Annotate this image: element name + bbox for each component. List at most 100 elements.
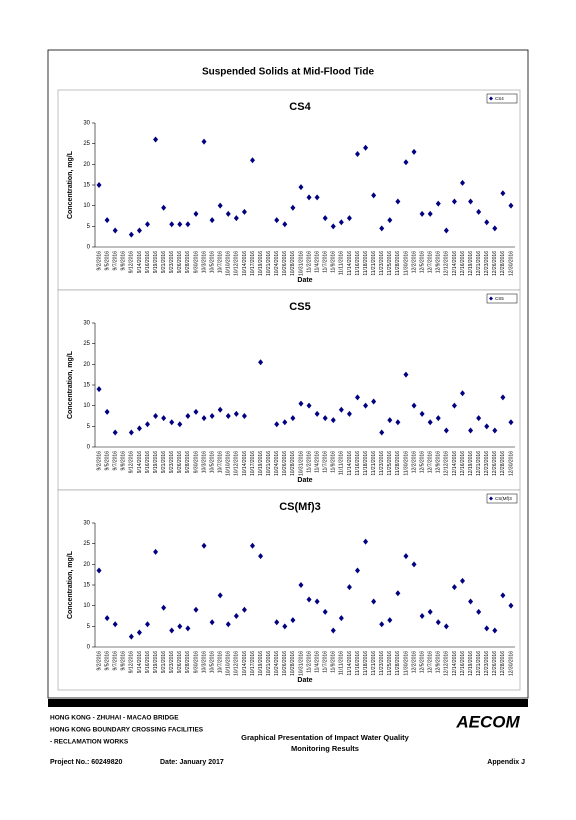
data-point: [250, 542, 255, 549]
legend-label: CS5: [495, 296, 504, 301]
x-tick-label: 9/30/2016: [193, 651, 199, 673]
data-point: [104, 408, 110, 415]
data-point: [484, 625, 490, 632]
x-axis-label: Date: [297, 477, 312, 484]
x-tick-label: 9/5/2016: [104, 651, 110, 671]
x-tick-label: 9/30/2016: [193, 451, 199, 473]
x-tick-label: 10/5/2016: [209, 251, 215, 273]
project-line: HONG KONG BOUNDARY CROSSING FACILITIES: [50, 727, 204, 734]
x-tick-label: 11/7/2016: [323, 451, 329, 473]
x-tick-label: 10/14/2016: [242, 251, 248, 276]
data-point: [193, 606, 199, 613]
x-tick-label: 10/12/2016: [234, 451, 240, 476]
data-point: [209, 413, 215, 419]
data-point: [379, 621, 385, 628]
data-point: [427, 210, 433, 217]
y-tick-label: 25: [83, 341, 90, 347]
data-point: [112, 429, 118, 436]
y-tick-label: 5: [87, 624, 91, 630]
data-point: [104, 217, 110, 224]
legend-label: CS(Mf)3: [495, 496, 512, 501]
y-tick-label: 10: [83, 203, 90, 209]
x-tick-label: 9/5/2016: [104, 251, 110, 271]
data-point: [363, 538, 369, 545]
legend-marker: [489, 96, 493, 101]
data-point: [338, 219, 344, 226]
x-tick-label: 10/17/2016: [250, 251, 256, 276]
chart: CS(Mf)3 0 5 10 15 20 25 30 9/2/2016 9/5/2016 9/7/2…: [57, 489, 521, 691]
data-point: [395, 419, 401, 426]
x-tick-label: 10/19/2016: [258, 651, 264, 676]
x-tick-label: 11/18/2016: [363, 451, 369, 476]
data-point: [298, 582, 304, 588]
x-tick-label: 10/17/2016: [250, 651, 256, 676]
data-point: [371, 598, 377, 605]
data-point: [484, 219, 490, 226]
data-point: [104, 615, 110, 622]
y-axis-label: Concentration, mg/L: [67, 350, 74, 419]
legend-label: CS4: [495, 96, 504, 101]
data-point: [169, 221, 175, 228]
y-tick-label: 20: [83, 362, 90, 368]
data-point: [298, 184, 304, 191]
x-tick-label: 11/21/2016: [371, 251, 377, 276]
data-point: [233, 410, 239, 417]
x-tick-label: 10/17/2016: [250, 451, 256, 476]
data-point: [306, 194, 312, 201]
x-tick-label: 12/28/2016: [500, 451, 506, 476]
x-tick-label: 9/23/2016: [169, 651, 175, 673]
y-tick-label: 20: [83, 562, 90, 568]
x-tick-label: 11/7/2016: [323, 251, 329, 273]
x-tick-label: 12/9/2016: [436, 651, 442, 673]
x-tick-label: 12/30/2016: [508, 451, 514, 476]
y-tick-label: 25: [83, 141, 90, 147]
data-point: [443, 427, 449, 434]
x-tick-label: 10/31/2016: [298, 251, 304, 276]
data-point: [427, 608, 433, 615]
page-title: Suspended Solids at Mid-Flood Tide: [202, 67, 374, 78]
data-point: [411, 148, 417, 155]
x-tick-label: 11/4/2016: [314, 651, 320, 673]
x-tick-label: 11/28/2016: [395, 251, 401, 276]
x-tick-label: 11/16/2016: [355, 451, 361, 476]
y-tick-label: 30: [83, 321, 90, 327]
data-point: [241, 606, 247, 613]
x-tick-label: 12/16/2016: [460, 651, 466, 676]
x-tick-label: 9/28/2016: [185, 651, 191, 673]
x-tick-label: 11/21/2016: [371, 451, 377, 476]
y-tick-label: 0: [87, 445, 91, 451]
data-point: [451, 584, 457, 591]
data-point: [306, 402, 312, 409]
legend-box: [486, 293, 518, 304]
x-tick-label: 10/24/2016: [274, 651, 280, 676]
data-point: [290, 204, 296, 211]
data-point: [476, 208, 482, 215]
data-point: [427, 419, 433, 426]
data-point: [476, 415, 482, 422]
x-tick-label: 12/2/2016: [411, 251, 417, 273]
data-point: [363, 402, 369, 409]
data-point: [128, 231, 134, 238]
project-line: HONG KONG - ZHUHAI - MACAO BRIDGE: [50, 715, 179, 722]
x-tick-label: 11/14/2016: [347, 651, 353, 676]
x-tick-label: 11/9/2016: [331, 451, 337, 473]
chart-panel: [57, 289, 521, 491]
data-point: [371, 192, 377, 199]
x-tick-label: 9/28/2016: [185, 451, 191, 473]
x-tick-label: 11/28/2016: [395, 451, 401, 476]
data-point: [363, 144, 369, 151]
data-point: [177, 623, 183, 630]
x-tick-label: 9/21/2016: [161, 251, 167, 273]
x-tick-label: 10/7/2016: [218, 651, 224, 673]
y-tick-label: 10: [83, 403, 90, 409]
disclaimer-bar: [48, 699, 528, 707]
x-tick-label: 12/26/2016: [492, 451, 498, 476]
data-point: [403, 371, 409, 378]
drawing-title: Monitoring Results: [291, 744, 359, 753]
data-point: [468, 598, 474, 605]
x-tick-label: 11/25/2016: [387, 451, 393, 476]
drawing-date: Date: January 2017: [160, 759, 224, 766]
data-point: [346, 410, 352, 417]
x-tick-label: 11/7/2016: [323, 651, 329, 673]
x-tick-label: 12/26/2016: [492, 651, 498, 676]
